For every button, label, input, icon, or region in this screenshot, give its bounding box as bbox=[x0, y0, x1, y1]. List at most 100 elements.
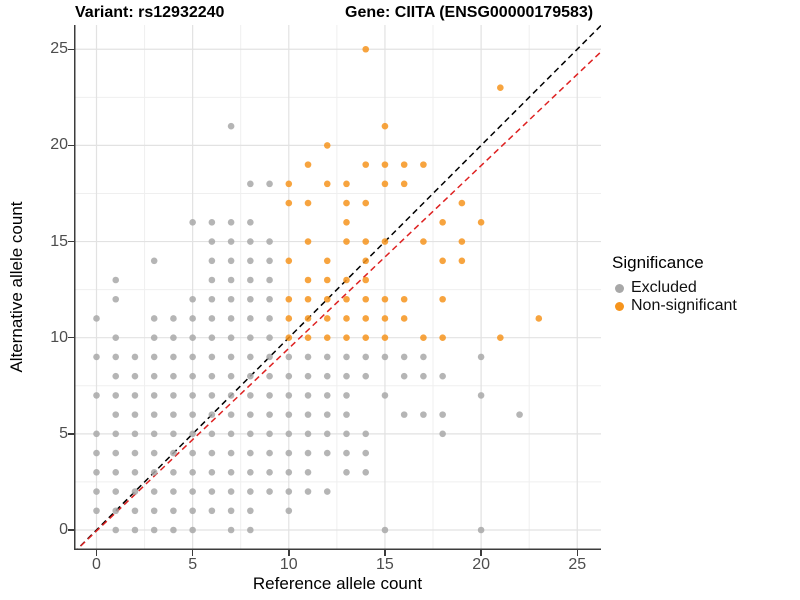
point-non-significant bbox=[323, 276, 331, 284]
x-tick-label: 10 bbox=[279, 556, 298, 573]
point-non-significant bbox=[343, 219, 350, 226]
point-non-significant bbox=[285, 180, 293, 188]
point-excluded bbox=[150, 449, 158, 457]
point-excluded bbox=[93, 353, 100, 361]
point-excluded bbox=[285, 507, 293, 515]
point-excluded bbox=[189, 430, 196, 438]
point-excluded bbox=[131, 526, 139, 534]
point-excluded bbox=[189, 488, 196, 495]
point-excluded bbox=[304, 353, 312, 361]
point-excluded bbox=[131, 469, 139, 476]
point-excluded bbox=[131, 372, 139, 380]
point-excluded bbox=[208, 276, 216, 284]
y-tick-label: 5 bbox=[59, 424, 68, 442]
point-excluded bbox=[170, 488, 177, 495]
point-excluded bbox=[420, 372, 427, 380]
x-tick-mark bbox=[384, 550, 386, 556]
point-non-significant bbox=[362, 238, 370, 245]
point-excluded bbox=[227, 257, 235, 265]
y-tick-label: 15 bbox=[50, 232, 68, 250]
point-excluded bbox=[381, 353, 389, 361]
point-non-significant bbox=[458, 238, 466, 245]
point-excluded bbox=[477, 353, 485, 361]
point-non-significant bbox=[381, 315, 389, 322]
x-tick-mark bbox=[95, 550, 98, 556]
point-excluded bbox=[112, 411, 120, 418]
point-non-significant bbox=[400, 180, 408, 188]
point-non-significant bbox=[304, 295, 312, 303]
point-excluded bbox=[208, 488, 216, 495]
legend-item-excluded: Excluded bbox=[612, 279, 737, 297]
point-excluded bbox=[112, 526, 120, 534]
point-excluded bbox=[189, 469, 196, 476]
point-excluded bbox=[227, 392, 235, 399]
point-excluded bbox=[112, 276, 120, 284]
point-excluded bbox=[189, 315, 196, 322]
point-excluded bbox=[247, 411, 254, 418]
point-excluded bbox=[516, 411, 523, 418]
y-tick-label: 0 bbox=[59, 521, 68, 538]
point-non-significant bbox=[381, 161, 389, 168]
point-excluded bbox=[285, 430, 293, 438]
point-non-significant bbox=[439, 295, 446, 303]
point-excluded bbox=[247, 392, 254, 399]
point-excluded bbox=[189, 526, 196, 534]
point-excluded bbox=[189, 353, 196, 361]
point-non-significant bbox=[381, 295, 389, 303]
x-tick-mark bbox=[191, 550, 194, 556]
point-excluded bbox=[247, 488, 254, 495]
point-excluded bbox=[208, 392, 216, 399]
point-non-significant bbox=[458, 199, 466, 207]
point-non-significant bbox=[535, 315, 543, 322]
point-excluded bbox=[247, 469, 254, 476]
point-non-significant bbox=[497, 84, 504, 92]
point-excluded bbox=[93, 507, 100, 515]
point-excluded bbox=[150, 372, 158, 380]
x-tick-label: 25 bbox=[568, 556, 587, 573]
point-excluded bbox=[285, 411, 293, 418]
point-excluded bbox=[343, 449, 350, 457]
point-excluded bbox=[343, 353, 350, 361]
point-non-significant bbox=[304, 161, 312, 168]
point-excluded bbox=[247, 238, 254, 245]
point-non-significant bbox=[285, 334, 293, 342]
point-excluded bbox=[247, 276, 254, 284]
plot-panel bbox=[74, 25, 601, 550]
x-tick-mark bbox=[480, 550, 482, 556]
point-non-significant bbox=[323, 315, 331, 322]
point-excluded bbox=[247, 295, 254, 303]
point-excluded bbox=[285, 353, 293, 361]
point-excluded bbox=[343, 392, 350, 399]
point-non-significant bbox=[381, 180, 389, 188]
point-excluded bbox=[189, 507, 196, 515]
point-excluded bbox=[112, 430, 120, 438]
point-excluded bbox=[150, 411, 158, 418]
point-excluded bbox=[112, 507, 120, 515]
point-excluded bbox=[170, 507, 177, 515]
point-excluded bbox=[304, 430, 312, 438]
y-tick-label: 25 bbox=[50, 40, 68, 58]
point-excluded bbox=[208, 430, 216, 438]
point-excluded bbox=[285, 372, 293, 380]
point-excluded bbox=[170, 353, 177, 361]
point-non-significant bbox=[323, 257, 331, 265]
point-excluded bbox=[285, 488, 293, 495]
point-non-significant bbox=[362, 276, 370, 284]
point-non-significant bbox=[343, 295, 350, 303]
point-excluded bbox=[93, 449, 100, 457]
point-excluded bbox=[247, 507, 254, 515]
point-excluded bbox=[189, 219, 196, 226]
point-excluded bbox=[170, 526, 177, 534]
point-excluded bbox=[227, 295, 235, 303]
point-excluded bbox=[304, 469, 312, 476]
point-non-significant bbox=[497, 334, 504, 342]
point-excluded bbox=[266, 180, 273, 188]
point-excluded bbox=[131, 353, 139, 361]
point-excluded bbox=[266, 372, 273, 380]
point-non-significant bbox=[323, 180, 331, 188]
point-excluded bbox=[170, 372, 177, 380]
point-excluded bbox=[304, 411, 312, 418]
point-excluded bbox=[266, 411, 273, 418]
point-excluded bbox=[247, 219, 254, 226]
point-excluded bbox=[150, 392, 158, 399]
